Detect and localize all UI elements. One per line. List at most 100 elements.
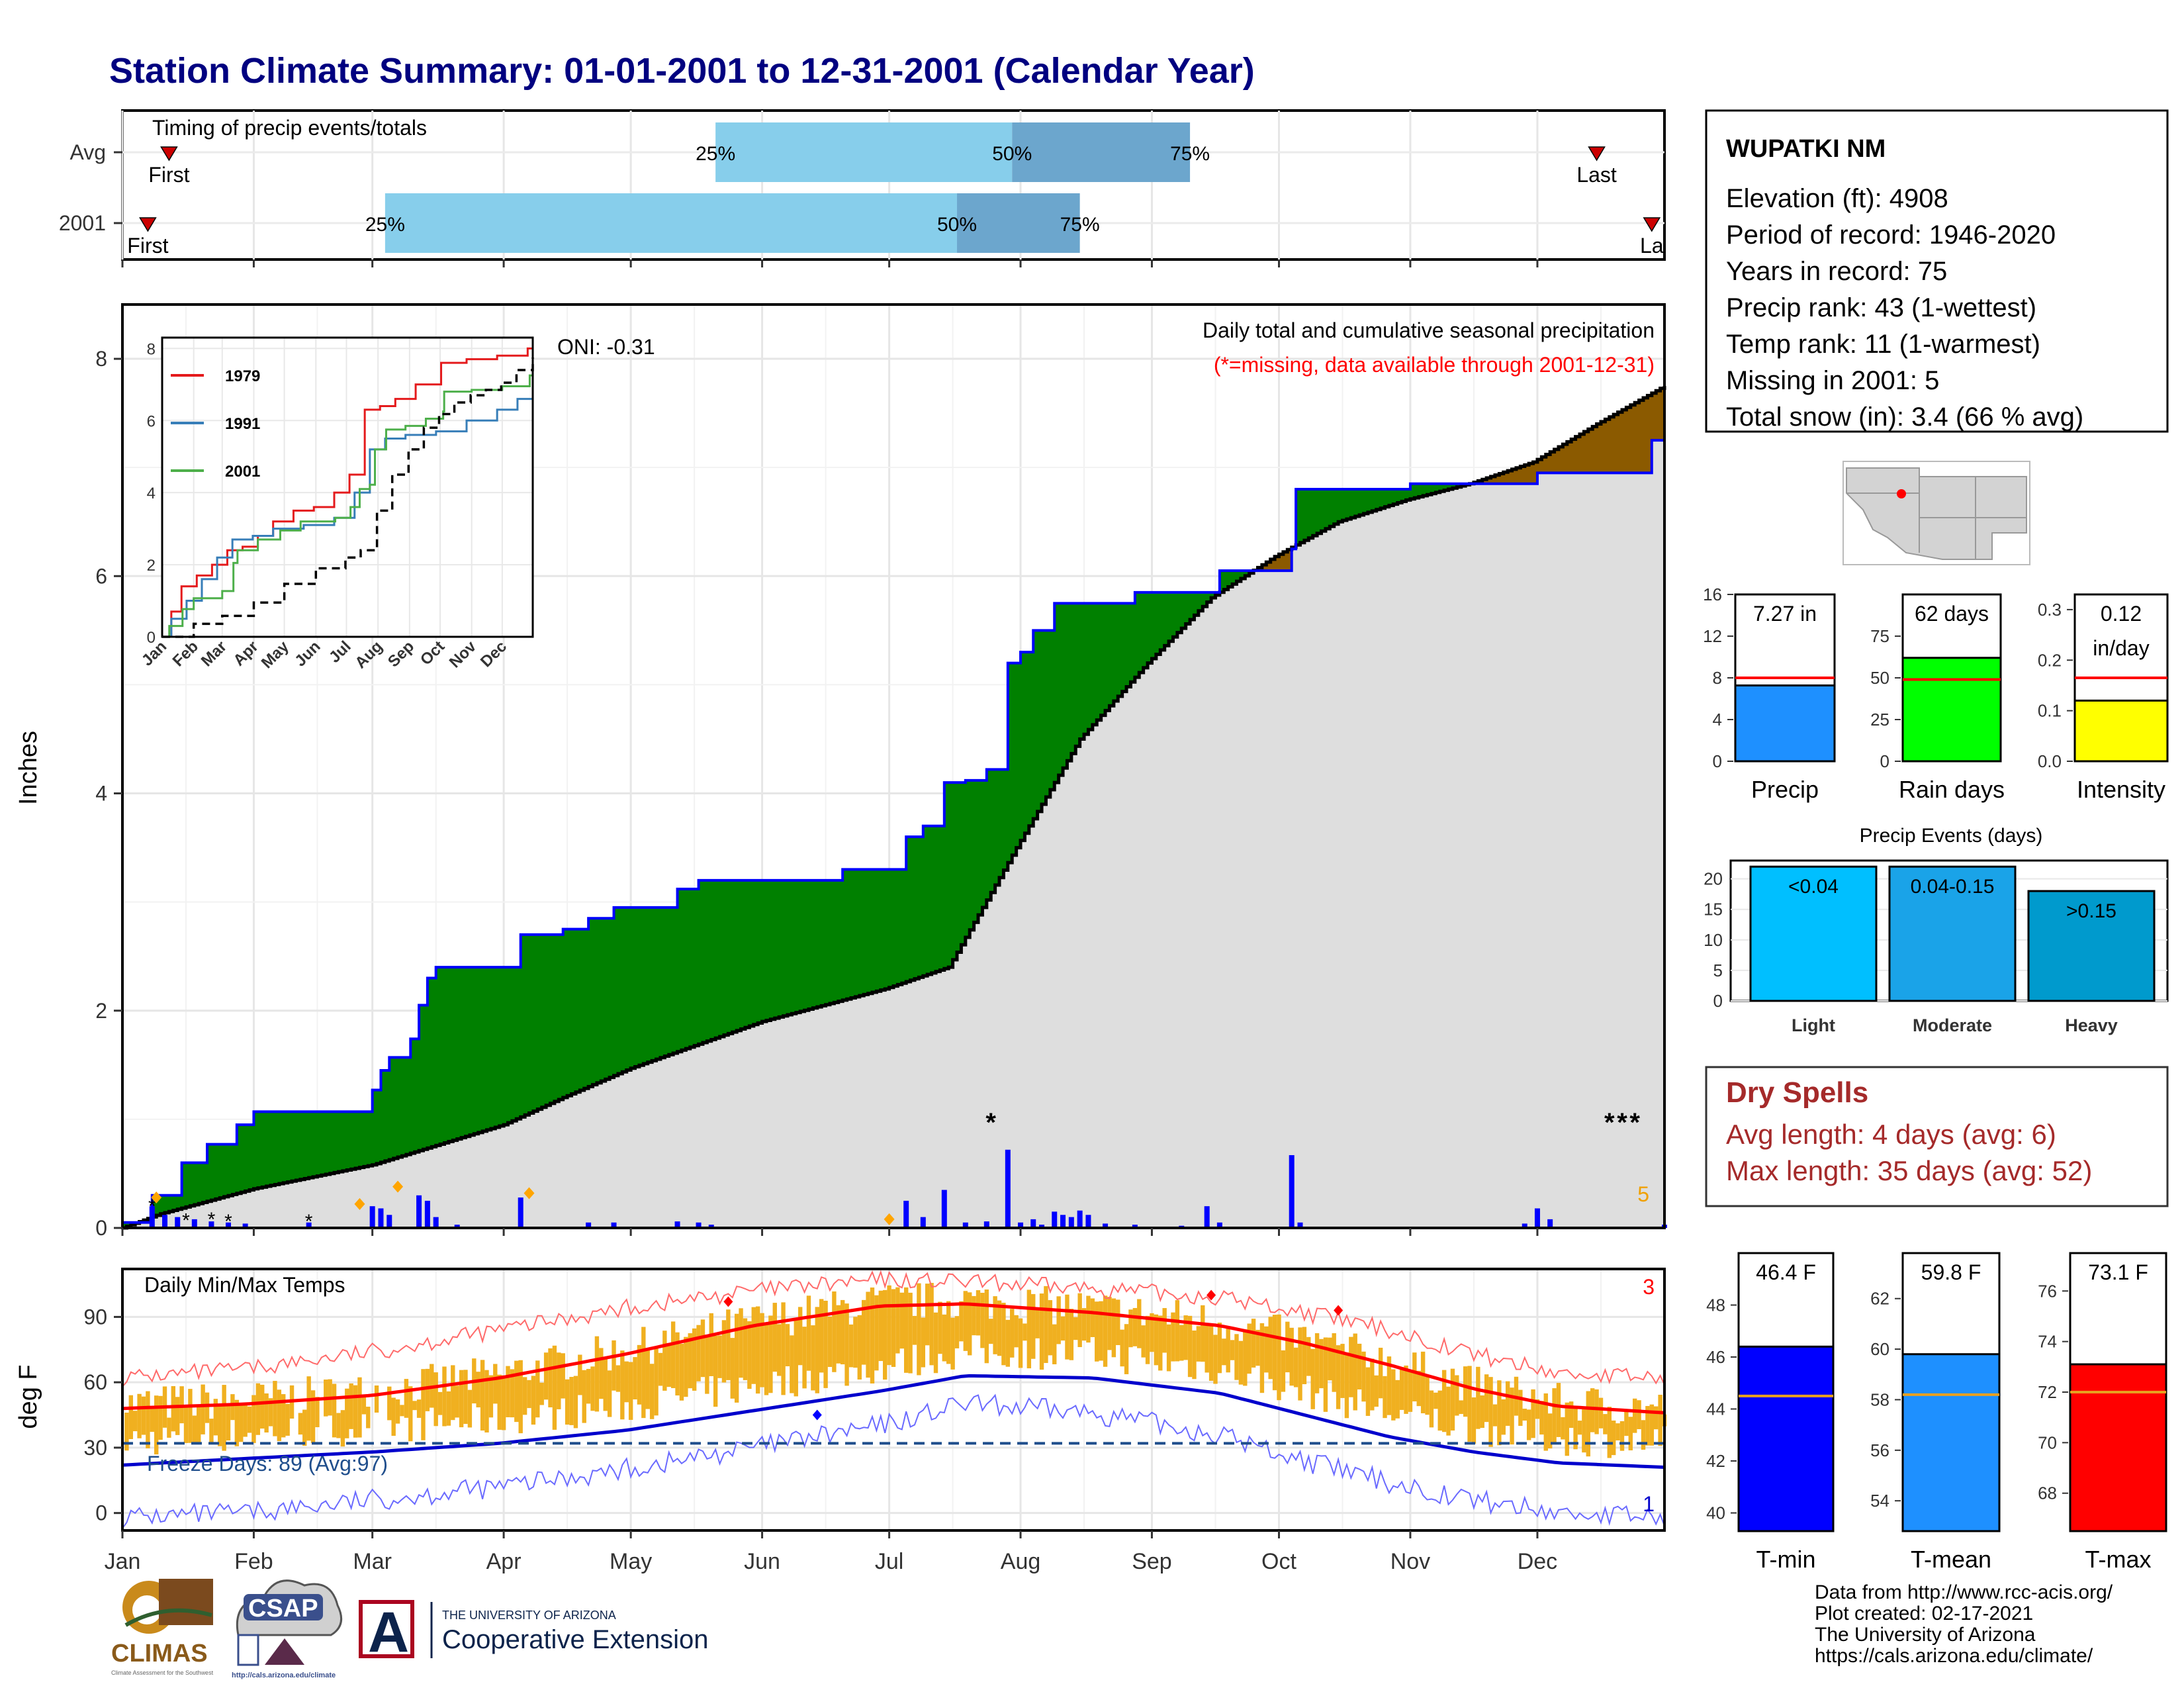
daily-temp-bar [1332,1333,1336,1392]
daily-temp-bar [908,1292,913,1374]
credit-line: https://cals.arizona.edu/climate/ [1815,1645,2093,1667]
summary-value-label: 0.12 [2101,602,2142,626]
ua-extension-logo: A THE UNIVERSITY OF ARIZONA Cooperative … [359,1600,708,1664]
daily-temp-bar [1615,1423,1620,1440]
summary-y-tick-label: 44 [1706,1399,1725,1419]
daily-temp-bar [1471,1397,1477,1444]
summary-value-label: 7.27 in [1753,602,1817,626]
daily-precip-bar [586,1222,592,1228]
daily-temp-bar [1323,1337,1328,1412]
daily-temp-bar [408,1386,413,1442]
daily-temp-bar [582,1370,586,1423]
daily-temp-bar [310,1390,316,1443]
daily-temp-bar [273,1381,277,1436]
precip-y-ticks: 0 2 4 6 8 [95,347,122,1240]
csap-logo: CSAP http://cals.arizona.edu/climate [232,1579,343,1679]
daily-temp-bar [594,1336,600,1412]
snow-depth-marker [523,1187,535,1199]
inset-frame [161,336,534,638]
ua-logo-big-text: Cooperative Extension [442,1625,708,1654]
daily-precip-bar [1547,1219,1553,1228]
daily-precip-bar [1103,1223,1109,1228]
events-bar-label: >0.15 [2066,900,2116,922]
daily-temp-bar [1073,1317,1078,1340]
record-low-count: 1 [1643,1492,1655,1516]
daily-temp-bar [797,1307,803,1366]
daily-temp-bar [404,1379,409,1418]
daily-temp-bar [315,1397,320,1428]
climas-logo: CLIMAS Climate Assessment for the Southw… [111,1579,214,1676]
precip-summary-charts: 7.27 in 0 4 8 12 16 Precip 62 days 0 25 50 75 Rain d… [1703,585,2169,803]
daily-precip-bars [149,1149,1667,1228]
daily-temp-bar [874,1295,879,1371]
summary-y-tick-label: 0.2 [2038,650,2062,670]
daily-temp-bar [912,1315,917,1345]
ua-logo-small-text: THE UNIVERSITY OF ARIZONA [442,1609,616,1622]
summary-chart-t-min: 46.4 F 40 42 44 46 48 T-min [1706,1252,1835,1573]
credit-line: The University of Arizona [1815,1624,2036,1646]
daily-temp-bar [997,1300,1002,1356]
daily-temp-bar [1001,1303,1006,1366]
daily-precip-bar [149,1206,155,1228]
daily-temp-bar [171,1385,176,1432]
daily-temp-bar [899,1292,905,1349]
daily-temp-bar [285,1403,290,1436]
daily-temp-bar [751,1307,756,1384]
daily-temp-bar [768,1315,773,1393]
daily-temp-bar [1099,1301,1103,1361]
daily-temp-bar [726,1309,731,1380]
daily-temp-bar [1582,1406,1586,1453]
station-line: Elevation (ft): 4908 [1726,184,1948,213]
daily-temp-bar [442,1366,447,1427]
daily-temp-bar [1208,1325,1214,1381]
daily-temp-bar [146,1391,150,1448]
summary-y-tick-label: 48 [1706,1295,1725,1315]
daily-temp-bar [1441,1370,1447,1432]
daily-precip-bar [1018,1222,1024,1228]
daily-temp-bar [1641,1420,1646,1450]
daily-temp-bar [213,1399,218,1436]
daily-precip-bar [674,1221,680,1228]
daily-temp-bar [590,1366,595,1411]
record-max-line [122,1270,1665,1387]
daily-temp-bar [1399,1367,1404,1410]
daily-temp-bar [1264,1326,1269,1373]
daily-temp-bar [1035,1308,1040,1338]
timing-bar-50-75 [957,193,1080,253]
daily-temp-bar [887,1285,891,1366]
daily-temp-bar [1552,1388,1557,1444]
daily-temp-bar [1107,1297,1112,1350]
events-bar [1888,865,2017,1002]
month-axis-labels: Jan Feb Mar Apr May Jun Jul Aug Sep Oct Nov Dec [105,1530,1557,1574]
summary-value-bar [2069,1363,2167,1532]
daily-temp-bar [705,1335,709,1394]
daily-temp-bar [183,1407,189,1443]
daily-temp-bar [1060,1316,1066,1341]
daily-temp-bar [1031,1293,1036,1359]
daily-temp-bar [1637,1400,1641,1429]
daily-temp-bar [1336,1345,1341,1409]
daily-temp-bar [1628,1417,1633,1450]
daily-temp-bar [1213,1335,1218,1384]
daily-temp-bar [806,1295,811,1371]
daily-temp-bar [437,1391,443,1415]
daily-temp-bar [696,1325,701,1382]
daily-temp-bar [972,1295,976,1336]
daily-temp-bar [1450,1368,1455,1431]
precip-y-label: Inches [15,731,42,805]
timing-bar-25-50 [715,122,1013,182]
daily-temp-bar [1285,1321,1290,1373]
events-category-label: Moderate [1913,1015,1992,1035]
daily-temp-bar [192,1415,197,1444]
daily-temp-bar [1518,1389,1523,1427]
daily-temp-bar [764,1323,769,1395]
daily-temp-bar [374,1385,379,1413]
avg-max-line [122,1302,1665,1415]
daily-temp-bar [400,1405,404,1417]
summary-value-bar [1734,684,1836,763]
timing-p75-label: 75% [1060,214,1100,236]
daily-temp-bar [1166,1324,1171,1372]
state-shapes [1846,467,2027,560]
summary-y-tick-label: 0.1 [2038,701,2062,721]
